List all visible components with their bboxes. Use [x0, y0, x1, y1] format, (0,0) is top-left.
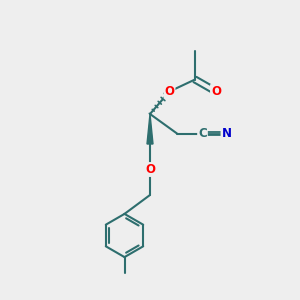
- Text: C: C: [198, 127, 207, 140]
- Text: O: O: [164, 85, 175, 98]
- Text: O: O: [145, 163, 155, 176]
- Text: N: N: [221, 127, 232, 140]
- Text: O: O: [211, 85, 221, 98]
- Polygon shape: [147, 114, 153, 144]
